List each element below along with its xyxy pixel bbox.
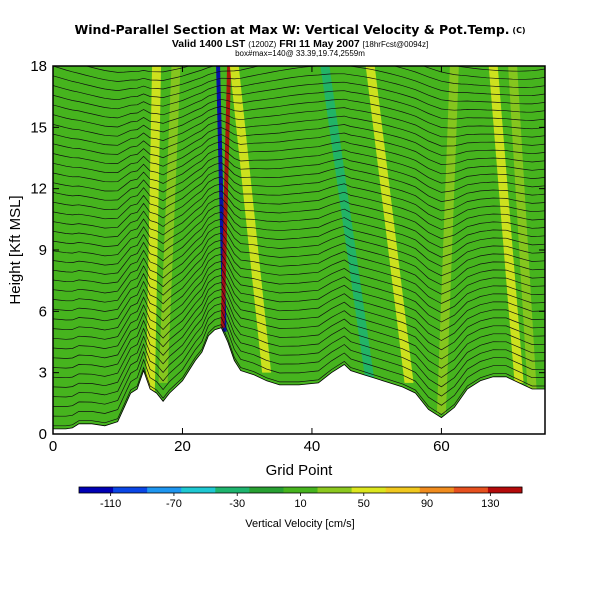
y-tick-label: 3 (39, 365, 47, 382)
colorbar-segment (79, 487, 114, 493)
velocity-feature-9 (508, 66, 537, 390)
colorbar-tick-label: 130 (481, 498, 499, 510)
y-tick-label: 15 (30, 119, 47, 136)
colorbar-tick-label: -70 (166, 498, 182, 510)
y-tick-label: 12 (30, 181, 47, 198)
contour-32 (53, 155, 545, 201)
colorbar: -110 -70 -30 10 50 90 130 (78, 486, 523, 510)
colorbar-segment (215, 487, 250, 493)
subtitle-date: FRI 11 May 2007 (279, 38, 360, 50)
colorbar-segment (317, 487, 353, 493)
subtitle-valid: Valid 1400 LST (172, 38, 246, 50)
x-tick-label: 40 (304, 438, 321, 455)
contour-34 (53, 141, 545, 183)
contour-40 (53, 90, 545, 128)
y-tick-label: 6 (39, 303, 47, 320)
colorbar-tick-label: 90 (421, 498, 433, 510)
contour-46 (84, 66, 545, 73)
contour-25 (53, 204, 545, 266)
colorbar-tick-label: -30 (229, 498, 245, 510)
chart-title: Wind-Parallel Section at Max W: Vertical… (74, 22, 509, 37)
title-unit: (C) (512, 26, 525, 35)
colorbar-label: Vertical Velocity [cm/s] (245, 518, 354, 530)
colorbar-segment (147, 487, 182, 493)
contour-37 (53, 115, 545, 155)
velocity-feature-1 (220, 66, 232, 328)
colorbar-segment (113, 487, 148, 493)
y-tick-label: 9 (39, 242, 47, 259)
contour-24 (53, 211, 545, 275)
y-tick-label: 0 (39, 426, 47, 443)
contour-27 (53, 190, 545, 247)
contour-21 (53, 232, 545, 303)
velocity-feature-7 (436, 66, 459, 414)
colorbar-tick-label: -110 (100, 498, 121, 510)
x-axis-label: Grid Point (266, 462, 334, 479)
velocity-feature-8 (488, 66, 524, 383)
contour-31 (53, 162, 545, 210)
colorbar-segment (453, 487, 489, 493)
colorbar-segment (283, 487, 319, 493)
contour-9 (53, 317, 545, 417)
contour-19 (53, 246, 545, 322)
contour-41 (53, 81, 545, 119)
contour-30 (53, 169, 545, 220)
contour-38 (53, 107, 545, 146)
colorbar-segment (419, 487, 455, 493)
contour-29 (53, 176, 545, 229)
subtitle-line: Valid 1400 LST (1200Z) FRI 11 May 2007 [… (172, 38, 428, 50)
subtitle-fcst: [18hrFcst@0094z] (363, 40, 428, 49)
potential-temperature-contours (53, 66, 545, 427)
colorbar-segment (181, 487, 216, 493)
colorbar-segment (249, 487, 284, 493)
contour-14 (53, 281, 545, 369)
colorbar-tick-label: 50 (358, 498, 370, 510)
contour-28 (53, 183, 545, 238)
contour-16 (53, 267, 545, 350)
colorbar-tick-label: 10 (294, 498, 306, 510)
velocity-feature-5 (320, 66, 375, 383)
terrain (53, 327, 545, 434)
contour-36 (53, 124, 545, 164)
y-tick-label: 18 (30, 58, 47, 75)
contour-35 (53, 132, 545, 173)
contour-23 (53, 218, 545, 285)
contour-43 (53, 66, 545, 101)
colorbar-segment (487, 487, 523, 493)
velocity-feature-6 (365, 66, 414, 383)
colorbar-segment (385, 487, 421, 493)
velocity-feature-3 (158, 66, 181, 383)
field-background (53, 66, 545, 434)
subtitle-run: (1200Z) (248, 40, 276, 49)
contour-42 (53, 73, 545, 110)
y-axis-label: Height [Kft MSL] (7, 195, 24, 304)
subtitle-location: box#max=140@ 33.39,19.74,2559m (235, 49, 365, 58)
terrain-mask (53, 327, 545, 434)
contour-18 (53, 253, 545, 331)
axes: 0 20 40 60 0 3 6 9 12 15 18 (30, 58, 545, 455)
contour-26 (53, 197, 545, 257)
contour-20 (53, 239, 545, 312)
contour-22 (53, 225, 545, 294)
contour-12 (53, 296, 545, 388)
velocity-field (53, 66, 545, 434)
plot-area (53, 66, 545, 434)
x-tick-label: 60 (433, 438, 450, 455)
contour-10 (53, 310, 545, 407)
colorbar-segment (351, 487, 387, 493)
contour-33 (53, 148, 545, 192)
contour-13 (53, 288, 545, 379)
x-tick-label: 0 (49, 438, 57, 455)
contour-39 (53, 98, 545, 137)
contour-11 (53, 303, 545, 398)
x-tick-label: 20 (174, 438, 191, 455)
contour-15 (53, 274, 545, 359)
contour-8 (53, 324, 545, 427)
contour-17 (53, 260, 545, 340)
contour-44 (53, 66, 545, 91)
contour-45 (53, 66, 545, 82)
